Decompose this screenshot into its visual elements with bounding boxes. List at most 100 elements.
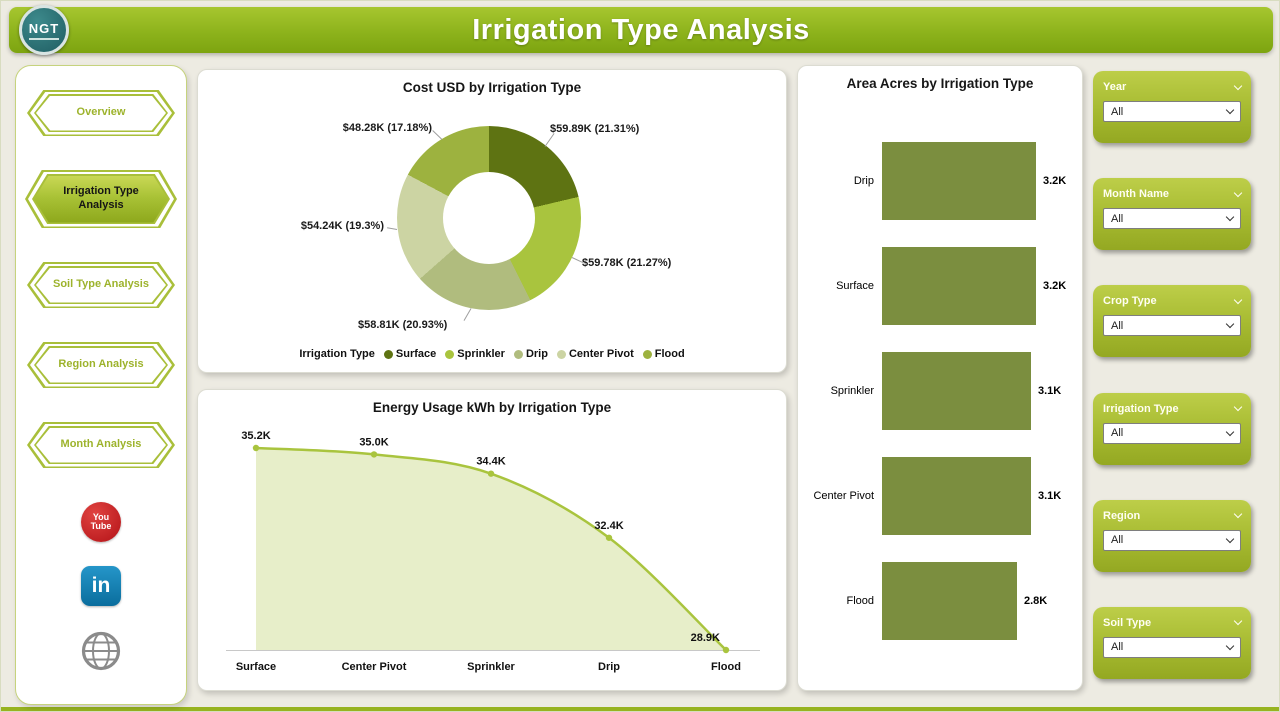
area-line-chart[interactable]: 35.2K 35.0K 34.4K 32.4K 28.9K Surface Center P… <box>198 416 788 680</box>
bar-category-label: Flood <box>846 595 874 607</box>
legend-item[interactable]: Flood <box>642 348 685 360</box>
value-label: 34.4K <box>476 456 505 468</box>
legend-item[interactable]: Sprinkler <box>445 348 505 360</box>
chevron-down-icon <box>1233 617 1243 626</box>
sidebar-item-overview[interactable]: Overview <box>27 90 175 136</box>
chart-title: Energy Usage kWh by Irrigation Type <box>372 400 612 415</box>
data-point[interactable] <box>487 470 495 477</box>
slicer-dropdown-soil-type[interactable]: All <box>1103 636 1241 658</box>
donut-legend: Irrigation Type Surface Sprinkler Drip C… <box>198 348 786 360</box>
legend-item[interactable]: Surface <box>383 348 436 360</box>
leader-line <box>432 130 443 140</box>
leader-line <box>544 133 555 147</box>
slicer-title: Soil Type <box>1103 616 1152 629</box>
slicer-dropdown-year[interactable]: All <box>1103 101 1241 122</box>
bar-surface[interactable] <box>882 247 1036 325</box>
bar-value-label: 3.1K <box>1038 385 1062 397</box>
slicer-title: Irrigation Type <box>1103 402 1179 415</box>
value-label: 35.0K <box>359 436 388 448</box>
energy-usage-card: Energy Usage kWh by Irrigation Type 35.2… <box>197 389 787 691</box>
pie-label-sprinkler: $59.78K (21.27%) <box>582 257 672 269</box>
data-point[interactable] <box>605 534 613 541</box>
legend-dot <box>556 349 566 359</box>
slicer-month-name: Month Name All <box>1093 178 1251 251</box>
chevron-down-icon <box>1233 81 1243 90</box>
bar-category-label: Sprinkler <box>830 385 874 397</box>
website-globe-icon[interactable] <box>80 630 122 672</box>
chevron-down-icon <box>1225 105 1235 115</box>
legend-item[interactable]: Drip <box>513 348 548 360</box>
area-acres-card: Area Acres by Irrigation Type Drip 3.2K … <box>797 65 1083 691</box>
bar-row: Sprinkler 3.1K <box>810 352 1074 430</box>
legend-dot <box>383 349 393 359</box>
slicer-header[interactable]: Soil Type <box>1103 616 1243 629</box>
pie-label-surface: $59.89K (21.31%) <box>550 123 640 135</box>
slicer-title: Month Name <box>1103 188 1169 201</box>
bar-flood[interactable] <box>882 562 1017 640</box>
chevron-down-icon <box>1225 212 1235 222</box>
slicer-crop-type: Crop Type All <box>1093 285 1251 358</box>
bar-sprinkler[interactable] <box>882 352 1031 430</box>
bar-row: Drip 3.2K <box>810 142 1074 220</box>
bar-value-label: 3.2K <box>1043 280 1067 292</box>
slicer-dropdown-month-name[interactable]: All <box>1103 208 1241 230</box>
chart-title: Area Acres by Irrigation Type <box>846 76 1034 91</box>
leader-line <box>387 227 398 230</box>
legend-item[interactable]: Center Pivot <box>556 348 634 360</box>
slicer-year: Year All <box>1093 71 1251 143</box>
slicer-dropdown-region[interactable]: All <box>1103 529 1241 551</box>
slicer-dropdown-irrigation-type[interactable]: All <box>1103 422 1241 444</box>
bar-drip[interactable] <box>882 142 1036 220</box>
legend-dot <box>642 349 652 359</box>
chevron-down-icon <box>1233 295 1243 305</box>
slicer-header[interactable]: Region <box>1103 509 1243 522</box>
bar-category-label: Drip <box>853 175 874 187</box>
x-axis-label: Drip <box>598 661 620 673</box>
slicer-dropdown-crop-type[interactable]: All <box>1103 315 1241 337</box>
bar-row: Flood 2.8K <box>810 562 1074 640</box>
data-point[interactable] <box>252 444 260 452</box>
legend-dot <box>445 349 455 359</box>
value-label: 28.9K <box>691 632 720 644</box>
linkedin-icon[interactable]: in <box>81 566 121 606</box>
x-axis-label: Center Pivot <box>342 661 407 673</box>
bar-category-label: Surface <box>836 280 874 292</box>
pie-label-flood: $48.28K (17.18%) <box>342 122 432 134</box>
slicer-title: Region <box>1103 509 1141 522</box>
chevron-down-icon <box>1233 188 1243 197</box>
chevron-down-icon <box>1225 320 1235 329</box>
youtube-icon[interactable]: You Tube <box>81 502 121 542</box>
sidebar-item-region-analysis[interactable]: Region Analysis <box>27 342 175 388</box>
slicer-header[interactable]: Year <box>1103 81 1243 93</box>
sidebar-item-month-analysis[interactable]: Month Analysis <box>27 422 175 468</box>
sidebar-item-label: Overview <box>76 106 126 119</box>
sidebar-item-irrigation-type-analysis[interactable]: Irrigation Type Analysis <box>25 170 177 228</box>
page-title: Irrigation Type Analysis <box>472 13 810 46</box>
filter-panel: Year All Month Name All Crop Type <box>1093 71 1251 679</box>
pie-label-drip: $58.81K (20.93%) <box>358 319 448 331</box>
bar-category-label: Center Pivot <box>813 490 874 502</box>
bar-row: Surface 3.2K <box>810 247 1074 325</box>
company-logo: NGT <box>19 5 69 55</box>
bar-row: Center Pivot 3.1K <box>810 457 1074 535</box>
data-point[interactable] <box>370 451 378 458</box>
slicer-header[interactable]: Crop Type <box>1103 295 1243 308</box>
slicer-header[interactable]: Month Name <box>1103 188 1243 201</box>
bar-value-label: 3.2K <box>1043 175 1067 187</box>
chart-title: Cost USD by Irrigation Type <box>402 80 582 95</box>
slicer-title: Crop Type <box>1103 295 1157 308</box>
sidebar-item-soil-type-analysis[interactable]: Soil Type Analysis <box>27 262 175 308</box>
slicer-header[interactable]: Irrigation Type <box>1103 402 1243 415</box>
data-point[interactable] <box>722 646 730 654</box>
legend-dot <box>513 349 523 359</box>
leader-line <box>463 308 472 321</box>
sidebar-nav: Overview Irrigation Type Analysis Soil T… <box>15 65 187 705</box>
trend-line <box>255 446 727 651</box>
x-axis-label: Surface <box>236 661 276 673</box>
bar-center-pivot[interactable] <box>882 457 1031 535</box>
bottom-accent-strip <box>1 707 1279 711</box>
chevron-down-icon <box>1233 402 1243 412</box>
x-axis-label: Flood <box>711 661 741 673</box>
slicer-title: Year <box>1103 81 1127 93</box>
